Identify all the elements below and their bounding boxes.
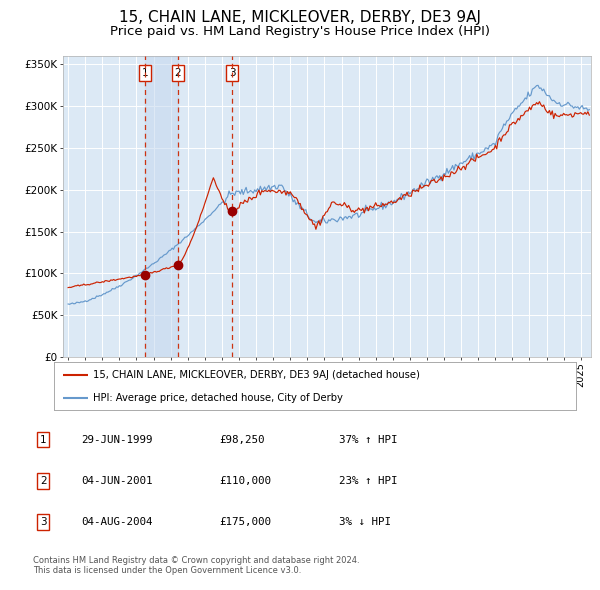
Text: £110,000: £110,000	[219, 476, 271, 486]
Text: 15, CHAIN LANE, MICKLEOVER, DERBY, DE3 9AJ (detached house): 15, CHAIN LANE, MICKLEOVER, DERBY, DE3 9…	[93, 370, 420, 380]
Text: 15, CHAIN LANE, MICKLEOVER, DERBY, DE3 9AJ: 15, CHAIN LANE, MICKLEOVER, DERBY, DE3 9…	[119, 10, 481, 25]
Text: Price paid vs. HM Land Registry's House Price Index (HPI): Price paid vs. HM Land Registry's House …	[110, 25, 490, 38]
Text: Contains HM Land Registry data © Crown copyright and database right 2024.
This d: Contains HM Land Registry data © Crown c…	[33, 556, 359, 575]
Text: HPI: Average price, detached house, City of Derby: HPI: Average price, detached house, City…	[93, 393, 343, 403]
Text: £98,250: £98,250	[219, 435, 265, 444]
Text: 29-JUN-1999: 29-JUN-1999	[81, 435, 152, 444]
Text: 04-JUN-2001: 04-JUN-2001	[81, 476, 152, 486]
Text: 37% ↑ HPI: 37% ↑ HPI	[339, 435, 397, 444]
Text: 3: 3	[40, 517, 47, 527]
Text: 3% ↓ HPI: 3% ↓ HPI	[339, 517, 391, 527]
Bar	[145, 56, 178, 357]
Text: 1: 1	[40, 435, 47, 444]
Text: £175,000: £175,000	[219, 517, 271, 527]
Text: 3: 3	[229, 68, 235, 78]
Text: 2: 2	[175, 68, 181, 78]
Text: 1: 1	[142, 68, 148, 78]
Text: 2: 2	[40, 476, 47, 486]
Text: 23% ↑ HPI: 23% ↑ HPI	[339, 476, 397, 486]
Text: 04-AUG-2004: 04-AUG-2004	[81, 517, 152, 527]
